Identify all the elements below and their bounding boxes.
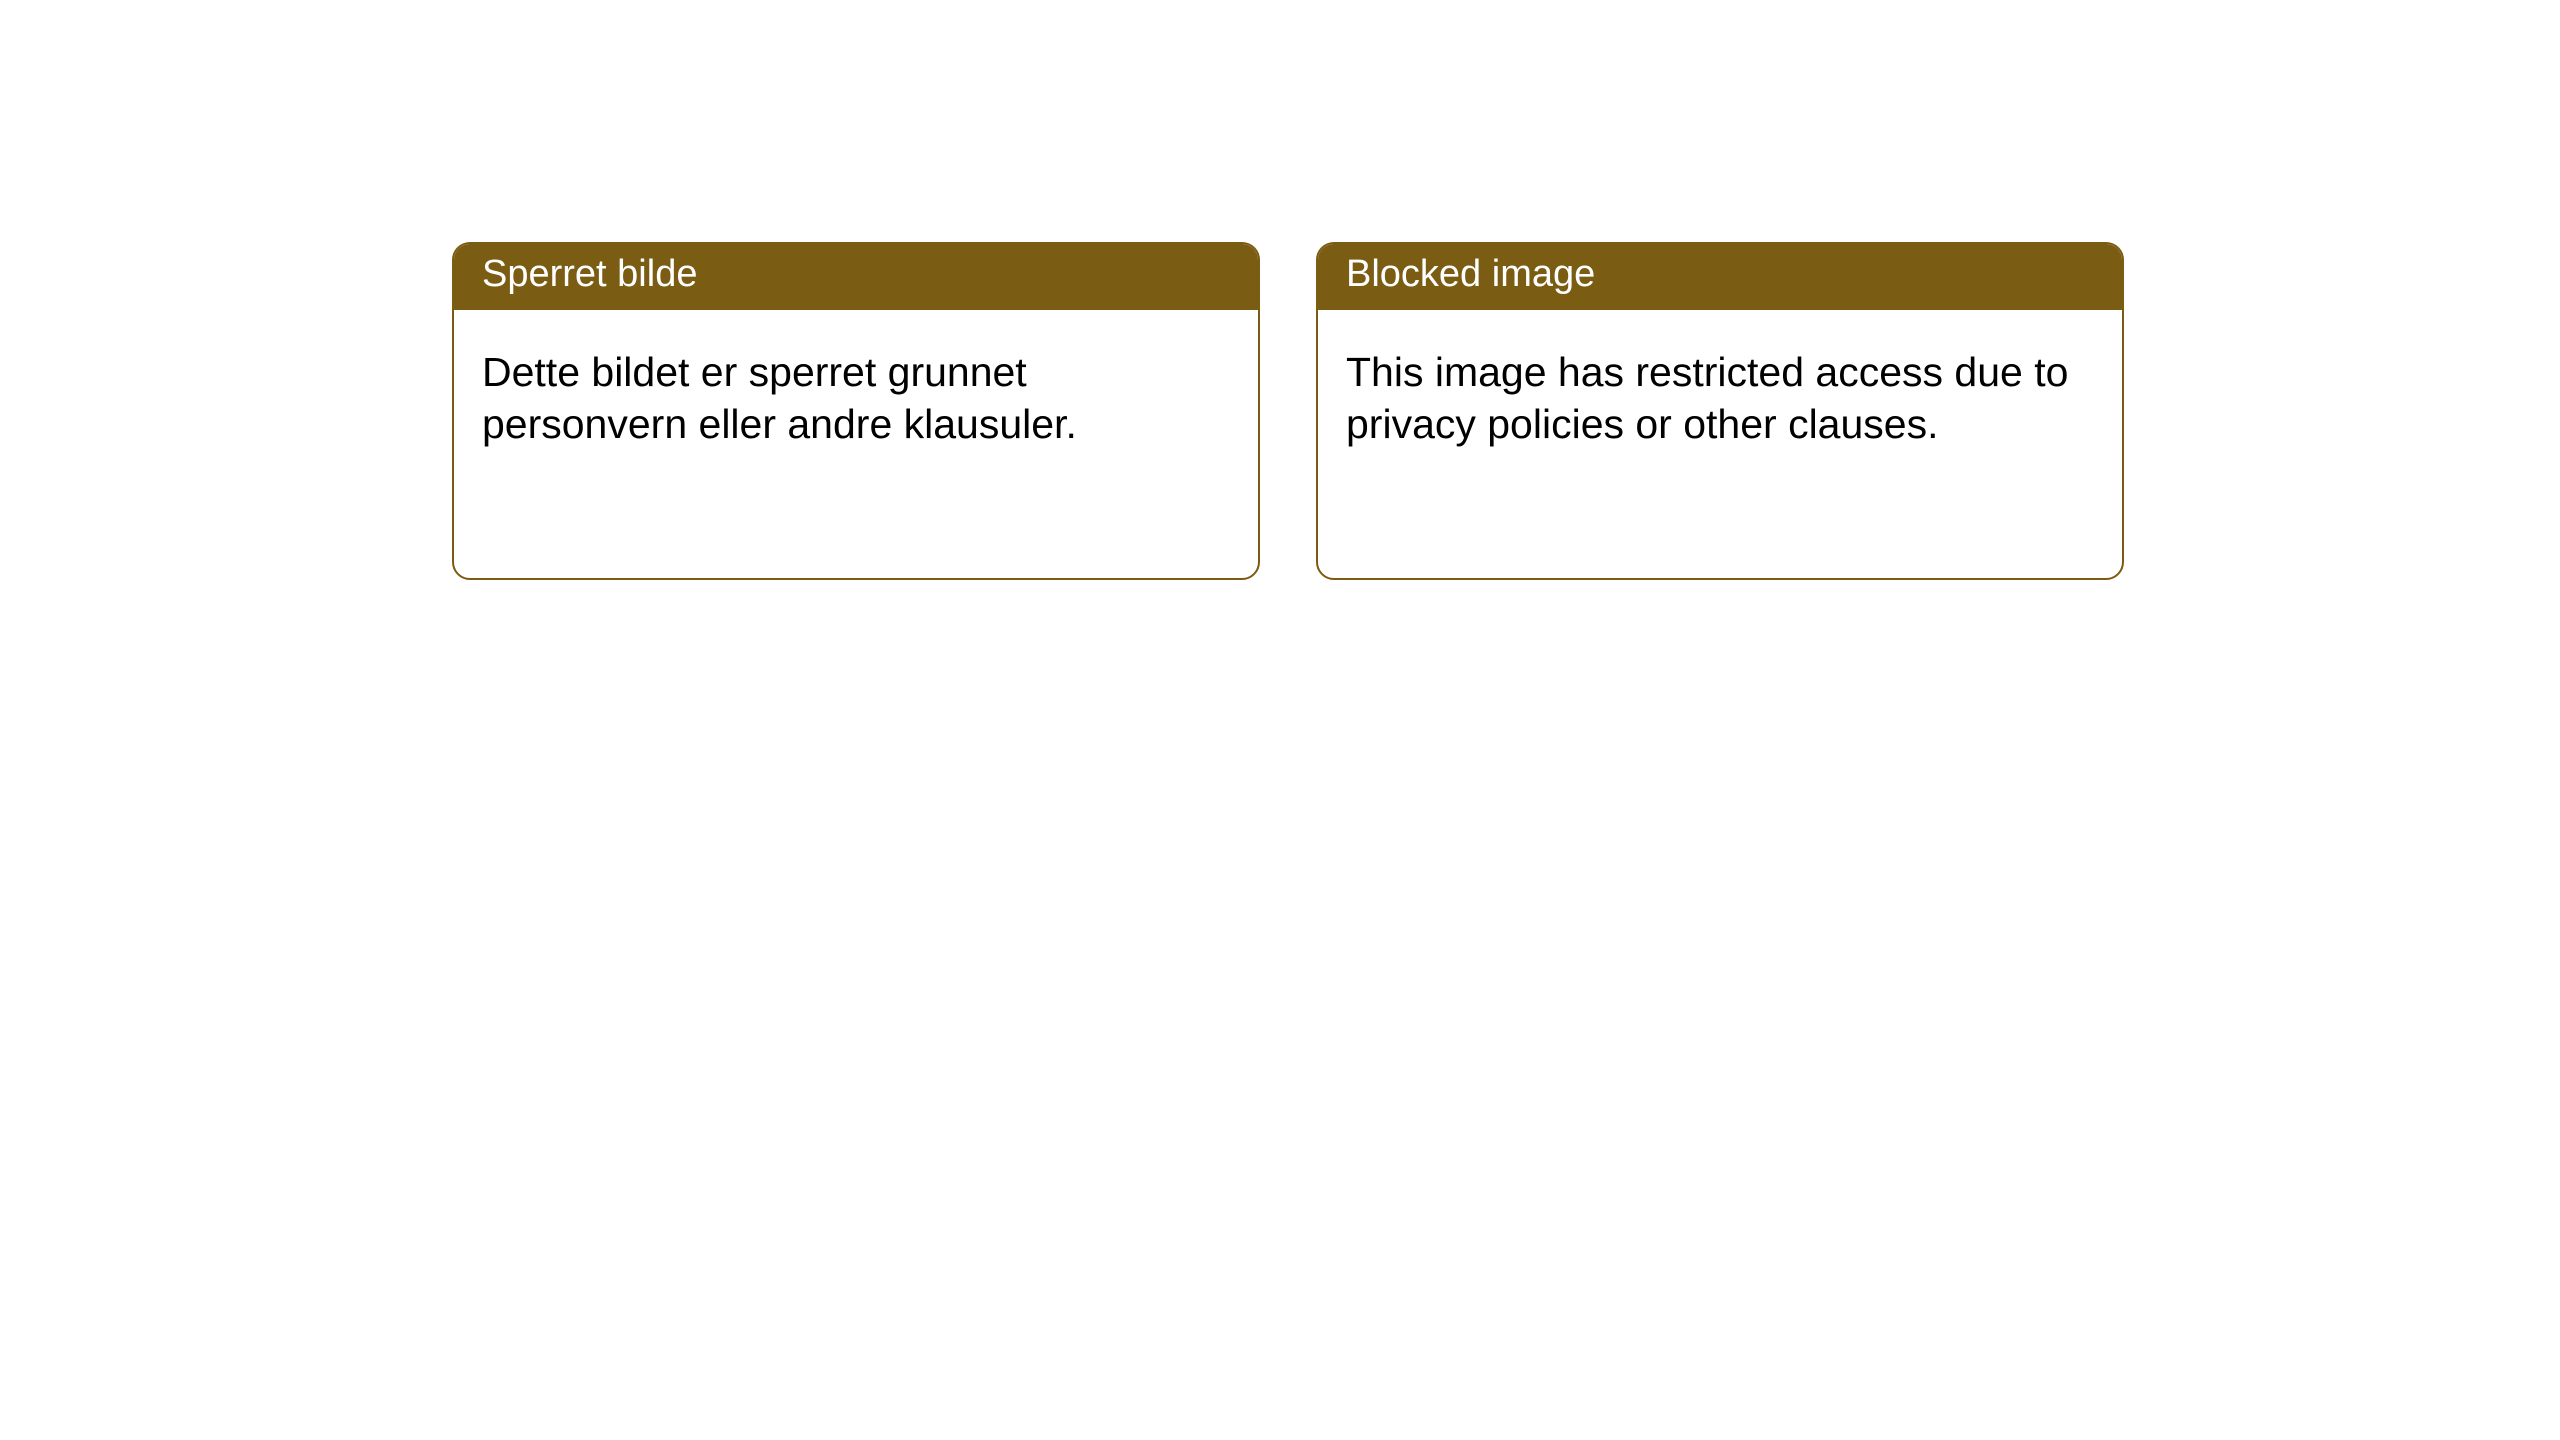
notice-body: Dette bildet er sperret grunnet personve… xyxy=(454,310,1258,487)
notice-body: This image has restricted access due to … xyxy=(1318,310,2122,487)
notice-container: Sperret bilde Dette bildet er sperret gr… xyxy=(0,0,2560,580)
notice-card-norwegian: Sperret bilde Dette bildet er sperret gr… xyxy=(452,242,1260,580)
notice-card-english: Blocked image This image has restricted … xyxy=(1316,242,2124,580)
notice-header: Blocked image xyxy=(1318,244,2122,310)
notice-header: Sperret bilde xyxy=(454,244,1258,310)
